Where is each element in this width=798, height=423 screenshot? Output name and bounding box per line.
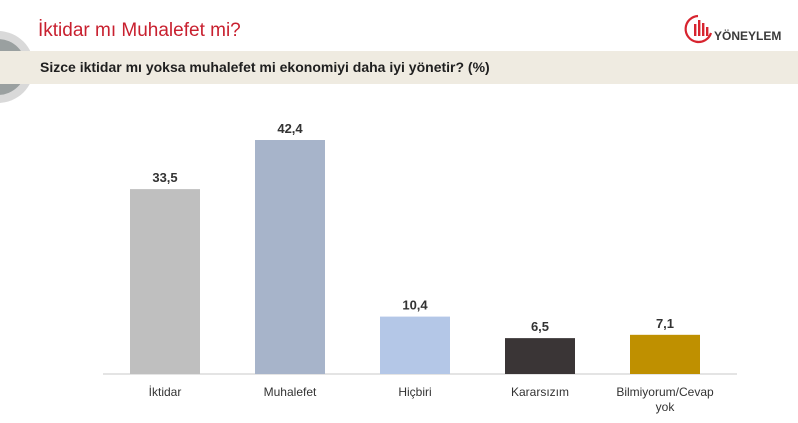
logo-mark-icon (684, 14, 713, 44)
bar-0 (130, 189, 200, 374)
yoneylem-logo: YÖNEYLEM (684, 12, 784, 48)
data-label-2: 10,4 (402, 298, 428, 313)
page-title: İktidar mı Muhalefet mi? (38, 20, 241, 41)
bar-2 (380, 316, 450, 374)
category-label-0: İktidar (149, 385, 182, 399)
logo-text: YÖNEYLEM (714, 28, 781, 43)
data-label-0: 33,5 (152, 170, 177, 185)
question-bar (0, 51, 798, 84)
category-label-3: Kararsızım (511, 385, 569, 399)
bar-1 (255, 140, 325, 374)
data-label-4: 7,1 (656, 316, 674, 331)
category-label-4: Bilmiyorum/Cevap yok (616, 385, 714, 414)
bar-4 (630, 334, 700, 374)
data-label-3: 6,5 (531, 319, 549, 334)
bar-3 (505, 338, 575, 374)
category-label-1: Muhalefet (264, 385, 317, 399)
category-label-2: Hiçbiri (398, 385, 431, 399)
data-label-1: 42,4 (277, 121, 303, 136)
question-text: Sizce iktidar mı yoksa muhalefet mi ekon… (40, 59, 490, 75)
bar-chart: 33,5 İktidar 42,4 Muhalefet 10,4 Hiçbiri 6,5 Ka… (103, 121, 737, 414)
